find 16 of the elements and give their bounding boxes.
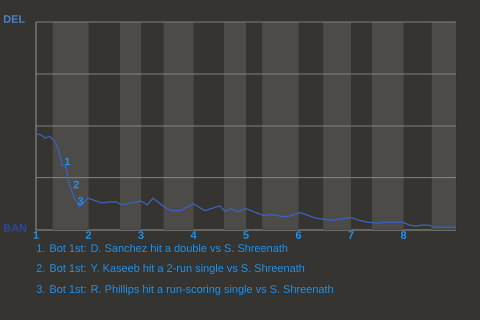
x-tick-label: 2: [86, 231, 92, 239]
x-tick-label: 6: [296, 231, 302, 239]
x-tick-label: 3: [138, 231, 144, 239]
text: 1. Bot 1st: D. Sanchez hit a double vs S. Shreenath: [37, 244, 288, 252]
text: 2. Bot 1st: Y. Kaseeb hit a 2-run single vs S. Shreenath: [36, 264, 304, 274]
text: BAN: [4, 224, 26, 232]
x-tick-label: 8: [400, 231, 406, 239]
text: DEL: [4, 15, 25, 23]
text: 3. Bot 1st: R. Phillips hit a run-scoring single vs S. Shreenath: [36, 284, 333, 296]
annotation: 1: [64, 158, 70, 166]
x-tick-label: 5: [243, 231, 249, 239]
annotation: 3: [78, 197, 84, 205]
annotation: 2: [74, 180, 79, 188]
x-tick-label: 7: [348, 231, 354, 239]
x-tick-label: 4: [190, 231, 196, 239]
x-tick-label: 1: [34, 231, 39, 239]
